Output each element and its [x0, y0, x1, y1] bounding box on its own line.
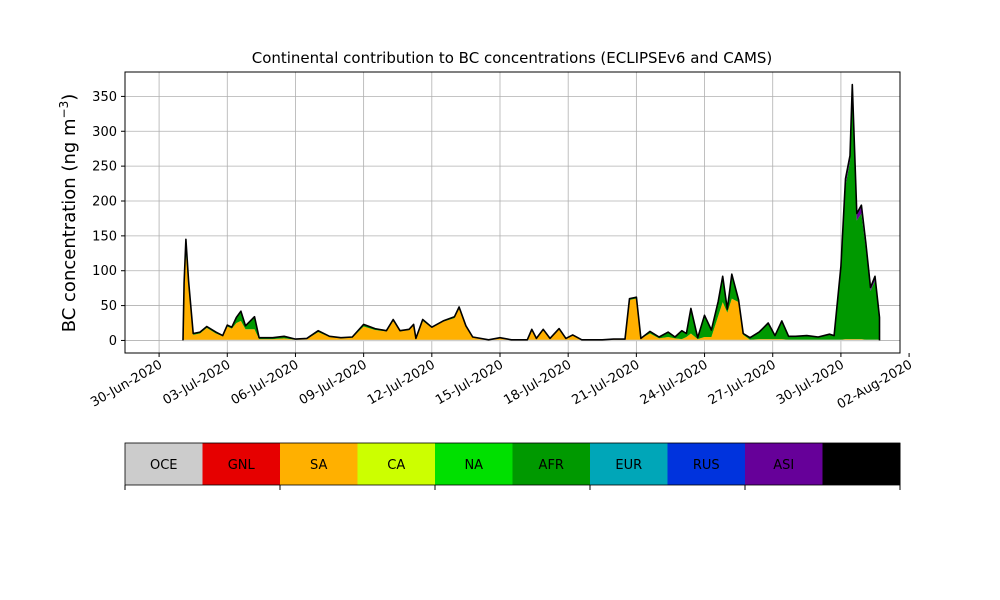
colorbar-swatch-oce — [125, 443, 203, 485]
stacked-areas — [182, 83, 881, 342]
colorbar-swatch-ca — [357, 443, 436, 485]
colorbar-swatch-aus — [822, 443, 901, 485]
y-tick-label: 100 — [92, 264, 117, 279]
colorbar-swatch-afr — [512, 443, 591, 485]
x-tick-label: 27-Jul-2020 — [706, 357, 779, 408]
colorbar-swatch-eur — [590, 443, 668, 485]
colorbar-label-eur: EUR — [615, 458, 642, 473]
colorbar-label-oce: OCE — [150, 458, 178, 473]
colorbar-swatch-sa — [280, 443, 358, 485]
y-tick-label: 150 — [92, 229, 117, 244]
colorbar-swatch-rus — [667, 443, 746, 485]
y-tick-label: 300 — [92, 125, 117, 140]
y-tick-label: 0 — [109, 334, 117, 349]
x-tick-label: 30-Jun-2020 — [88, 357, 165, 410]
x-tick-label: 24-Jul-2020 — [638, 357, 711, 408]
area-afr — [183, 98, 880, 341]
x-tick-label: 12-Jul-2020 — [365, 357, 438, 408]
colorbar-label-sa: SA — [310, 458, 327, 473]
x-tick-label: 06-Jul-2020 — [229, 357, 302, 408]
colorbar-swatch-asi — [745, 443, 823, 485]
total-outline — [182, 83, 881, 341]
colorbar-swatch-na — [435, 443, 513, 485]
x-tick-label: 09-Jul-2020 — [297, 357, 370, 408]
colorbar-label-asi: ASI — [773, 458, 794, 473]
y-tick-label: 200 — [92, 194, 117, 209]
y-axis-label: BC concentration (ng m−3) — [57, 94, 80, 333]
colorbar-swatch-gnl — [202, 443, 281, 485]
region-colorbar: OCE GNL SA CA NA AFR EUR RUS ASI AUS — [124, 442, 901, 490]
colorbar-label-afr: AFR — [539, 458, 564, 473]
chart-title: Continental contribution to BC concentra… — [252, 49, 773, 67]
x-tick-label: 18-Jul-2020 — [501, 357, 574, 408]
colorbar-label-na: NA — [464, 458, 483, 473]
x-tick-label: 15-Jul-2020 — [433, 357, 506, 408]
plot-frame — [124, 71, 901, 354]
colorbar-label-ca: CA — [387, 458, 405, 473]
y-tick-label: 250 — [92, 160, 117, 175]
x-tick-label: 02-Aug-2020 — [835, 357, 915, 412]
colorbar-label-rus: RUS — [693, 458, 720, 473]
area-sa — [183, 253, 880, 341]
axes: 0 50 100 150 200 250 300 350 30-Jun-202003-Jul-2… — [88, 71, 915, 413]
colorbar-label-aus: AUS — [848, 458, 875, 473]
y-tick-label: 350 — [92, 90, 117, 105]
x-tick-label: 03-Jul-2020 — [160, 357, 233, 408]
y-tick-label: 50 — [100, 299, 117, 314]
colorbar-label-gnl: GNL — [228, 458, 256, 473]
x-tick-label: 21-Jul-2020 — [570, 357, 643, 408]
colorbar-frame — [124, 442, 901, 486]
area-asi — [183, 84, 880, 341]
